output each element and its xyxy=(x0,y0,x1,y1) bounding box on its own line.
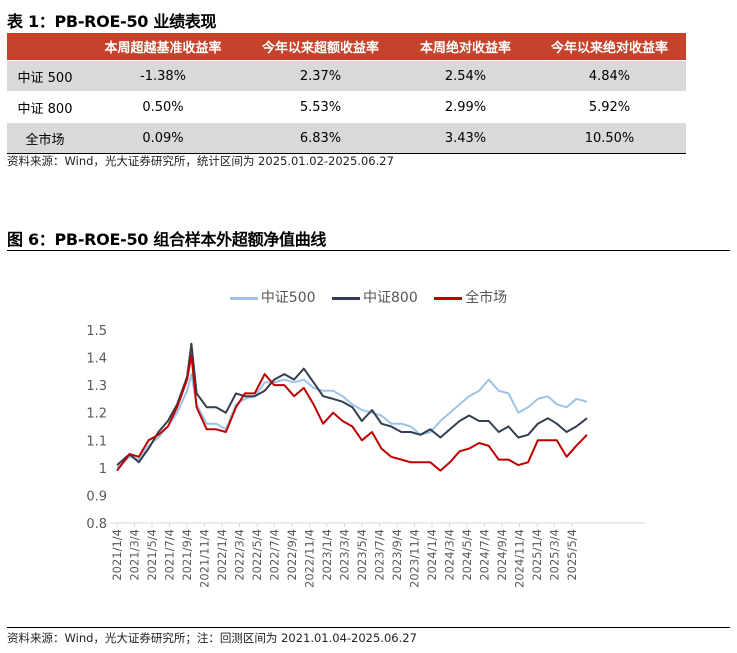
legend-label: 全市场 xyxy=(465,290,508,306)
table-cell: 0.50% xyxy=(142,99,184,115)
x-tick-label: 2023/7/4 xyxy=(373,529,387,581)
x-tick-label: 2024/9/4 xyxy=(495,529,509,581)
x-tick-label: 2024/7/4 xyxy=(478,529,492,581)
header-cell: 本周超越基准收益率 xyxy=(83,33,243,61)
x-tick-label: 2025/3/4 xyxy=(548,529,562,581)
table-row: 中证 800 0.50% 5.53% 2.99% 5.92% xyxy=(7,91,686,123)
figure-source-rule xyxy=(7,627,730,628)
table-cell: 2.54% xyxy=(398,60,533,92)
legend-swatch xyxy=(332,296,360,300)
table-cell: 2.37% xyxy=(243,60,398,92)
legend-item: 中证800 xyxy=(332,287,418,307)
x-tick-label: 2022/5/4 xyxy=(250,529,264,581)
header-cell xyxy=(7,33,83,61)
series-line-3 xyxy=(116,353,588,472)
y-tick-label: 1.2 xyxy=(86,407,107,422)
y-tick-label: 1.3 xyxy=(86,379,107,394)
x-tick-label: 2023/3/4 xyxy=(338,529,352,581)
table-title: 表 1：PB-ROE-50 业绩表现 xyxy=(7,12,217,31)
table-source-note: 资料来源：Wind，光大证券研究所，统计区间为 2025.01.02-2025.… xyxy=(7,154,394,168)
x-tick-label: 2022/3/4 xyxy=(233,529,247,581)
x-tick-label: 2022/1/4 xyxy=(215,529,229,581)
x-tick-label: 2024/1/4 xyxy=(425,529,439,581)
figure-source-note: 资料来源：Wind，光大证券研究所；注：回测区间为 2021.01.04-202… xyxy=(7,631,417,645)
table-cell: 6.83% xyxy=(243,122,398,154)
x-tick-label: 2021/11/4 xyxy=(198,529,212,588)
y-tick-label: 0.9 xyxy=(86,489,107,504)
row-label: 中证 500 xyxy=(7,60,83,92)
x-tick-label: 2022/9/4 xyxy=(285,529,299,581)
figure-title: 图 6：PB-ROE-50 组合样本外超额净值曲线 xyxy=(7,230,327,249)
y-tick-label: 1.5 xyxy=(86,324,107,339)
header-cell: 本周绝对收益率 xyxy=(398,33,533,61)
x-tick-label: 2025/5/4 xyxy=(565,529,579,581)
y-tick-label: 1 xyxy=(99,462,107,477)
y-tick-label: 1.4 xyxy=(86,352,107,367)
header-cell: 今年以来超额收益率 xyxy=(243,33,398,61)
x-tick-label: 2022/11/4 xyxy=(303,529,317,588)
y-tick-label: 1.1 xyxy=(86,434,107,449)
y-tick-label: 0.8 xyxy=(86,517,107,532)
table-cell: -1.38% xyxy=(83,60,243,92)
table-cell: 3.43% xyxy=(398,122,533,154)
legend-swatch xyxy=(434,296,463,300)
x-tick-label: 2021/9/4 xyxy=(180,529,194,581)
x-tick-label: 2023/1/4 xyxy=(320,529,334,581)
table-cell: 5.92% xyxy=(588,99,631,115)
x-tick-label: 2021/5/4 xyxy=(145,529,159,581)
performance-table: 本周超越基准收益率 今年以来超额收益率 本周绝对收益率 今年以来绝对收益率 中证… xyxy=(7,33,686,154)
series-line-1 xyxy=(116,373,588,469)
table-row: 全市场 0.09% 6.83% 3.43% 10.50% xyxy=(7,122,686,154)
legend-label: 中证800 xyxy=(363,290,418,306)
x-tick-label: 2024/5/4 xyxy=(460,529,474,581)
legend-label: 中证500 xyxy=(260,290,316,306)
row-label: 全市场 xyxy=(7,122,83,154)
x-tick-label: 2023/11/4 xyxy=(408,529,422,588)
figure-title-rule xyxy=(7,250,730,251)
table-row: 中证 500 -1.38% 2.37% 2.54% 4.84% xyxy=(7,60,686,92)
header-cell: 今年以来绝对收益率 xyxy=(533,33,686,61)
row-label: 中证 800 xyxy=(17,101,73,117)
x-tick-label: 2022/7/4 xyxy=(268,529,282,581)
table-cell: 2.99% xyxy=(444,99,487,115)
x-tick-label: 2021/3/4 xyxy=(128,529,142,581)
chart-legend: 中证500 中证800 全市场 xyxy=(0,287,737,307)
x-tick-label: 2025/1/4 xyxy=(530,529,544,581)
table-cell: 0.09% xyxy=(83,122,243,154)
x-tick-label: 2021/7/4 xyxy=(163,529,177,581)
table-cell: 10.50% xyxy=(533,122,686,154)
table-cell: 5.53% xyxy=(299,99,342,115)
x-tick-label: 2024/11/4 xyxy=(513,529,527,588)
x-tick-label: 2021/1/4 xyxy=(110,529,124,581)
legend-item: 中证500 xyxy=(229,287,316,307)
x-tick-label: 2023/5/4 xyxy=(355,529,369,581)
series-line-2 xyxy=(116,342,588,466)
table-cell: 4.84% xyxy=(533,60,686,92)
x-tick-label: 2023/9/4 xyxy=(390,529,404,581)
table-header-row: 本周超越基准收益率 今年以来超额收益率 本周绝对收益率 今年以来绝对收益率 xyxy=(7,33,686,61)
legend-item: 全市场 xyxy=(434,287,507,307)
x-tick-label: 2024/3/4 xyxy=(443,529,457,581)
legend-swatch xyxy=(229,296,258,300)
